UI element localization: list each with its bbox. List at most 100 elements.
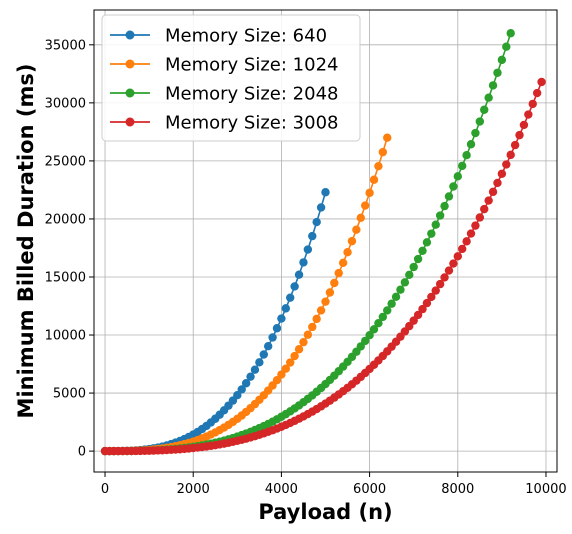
data-point — [255, 358, 264, 367]
data-point — [506, 29, 515, 38]
data-point — [325, 288, 335, 297]
data-point — [431, 220, 440, 229]
data-point — [383, 306, 392, 315]
x-tick-label: 4000 — [265, 482, 298, 497]
data-point — [286, 358, 295, 367]
data-point — [360, 336, 370, 346]
data-point — [528, 99, 537, 109]
data-point — [440, 201, 449, 211]
y-tick-label: 30000 — [45, 96, 86, 111]
data-point — [462, 237, 471, 246]
legend-box — [101, 14, 361, 142]
data-point — [321, 188, 330, 197]
data-point — [272, 324, 282, 333]
legend-label: Memory Size: 2048 — [165, 84, 338, 105]
data-point — [378, 312, 388, 322]
data-point — [409, 262, 418, 272]
series-4 — [100, 77, 546, 456]
data-point — [369, 175, 379, 184]
data-point — [233, 390, 242, 400]
data-point — [418, 246, 427, 255]
data-point — [506, 150, 515, 160]
data-point — [277, 370, 286, 379]
data-point — [396, 285, 405, 294]
data-point — [352, 225, 361, 234]
data-point — [321, 297, 330, 306]
legend-item: Memory Size: 3008 — [110, 113, 338, 134]
y-axis: 0 5000 10000 15000 20000 25000 30000 35000 — [45, 38, 94, 460]
legend: Memory Size: 640 Memory Size: 1024 Memory … — [101, 14, 361, 142]
data-point — [524, 110, 533, 119]
data-point — [458, 244, 467, 254]
data-point — [532, 88, 542, 98]
data-point — [250, 365, 260, 374]
data-point — [422, 238, 432, 247]
data-point — [462, 151, 471, 160]
data-point — [360, 201, 370, 210]
data-point — [299, 258, 308, 267]
y-tick-label: 35000 — [45, 38, 86, 53]
data-point — [444, 266, 454, 275]
data-point — [497, 55, 507, 65]
data-point — [303, 330, 313, 339]
data-point — [308, 322, 317, 332]
data-point — [488, 81, 498, 90]
data-point — [400, 278, 410, 287]
legend-label: Memory Size: 640 — [165, 26, 327, 47]
data-point — [241, 379, 251, 388]
data-point — [378, 147, 388, 157]
data-point — [338, 258, 348, 268]
data-point — [458, 161, 467, 171]
data-point — [383, 133, 392, 142]
data-point — [316, 306, 326, 315]
data-point — [444, 192, 454, 201]
data-point — [484, 93, 493, 102]
data-point — [471, 128, 480, 138]
series-line — [105, 137, 388, 452]
data-point — [299, 337, 308, 347]
data-point — [413, 310, 423, 320]
data-point — [427, 229, 436, 238]
data-point — [471, 221, 480, 230]
data-point — [502, 42, 511, 51]
data-point — [466, 229, 476, 238]
data-point — [480, 105, 489, 114]
data-point — [493, 178, 502, 188]
data-point — [453, 252, 462, 261]
data-point — [356, 213, 365, 223]
data-point — [435, 279, 445, 289]
y-tick-label: 20000 — [45, 212, 86, 227]
data-point — [422, 298, 432, 308]
data-point — [365, 188, 374, 198]
data-point — [488, 187, 498, 197]
legend-item: Memory Size: 640 — [110, 26, 327, 47]
series-2 — [100, 133, 392, 456]
y-tick-label: 0 — [78, 445, 86, 460]
data-point — [466, 140, 476, 149]
data-point — [502, 160, 511, 169]
series-1 — [100, 188, 330, 456]
legend-marker — [125, 88, 135, 98]
data-point — [290, 282, 299, 291]
data-point — [449, 259, 458, 268]
data-point — [387, 299, 396, 308]
x-axis-title: Payload (n) — [258, 500, 392, 524]
data-point — [431, 286, 440, 295]
data-point — [510, 140, 520, 150]
legend-item: Memory Size: 1024 — [110, 55, 338, 76]
plot-frame — [93, 9, 558, 473]
data-point — [268, 333, 277, 342]
data-point — [405, 270, 414, 280]
data-point — [365, 330, 374, 340]
data-point — [347, 236, 357, 246]
data-point — [290, 351, 299, 361]
y-tick-label: 25000 — [45, 154, 86, 169]
data-point — [519, 120, 529, 130]
data-point — [294, 270, 304, 279]
data-point — [435, 211, 445, 220]
data-point — [277, 314, 286, 323]
data-point — [343, 247, 352, 257]
data-point — [330, 278, 339, 288]
y-tick-label: 15000 — [45, 270, 86, 285]
